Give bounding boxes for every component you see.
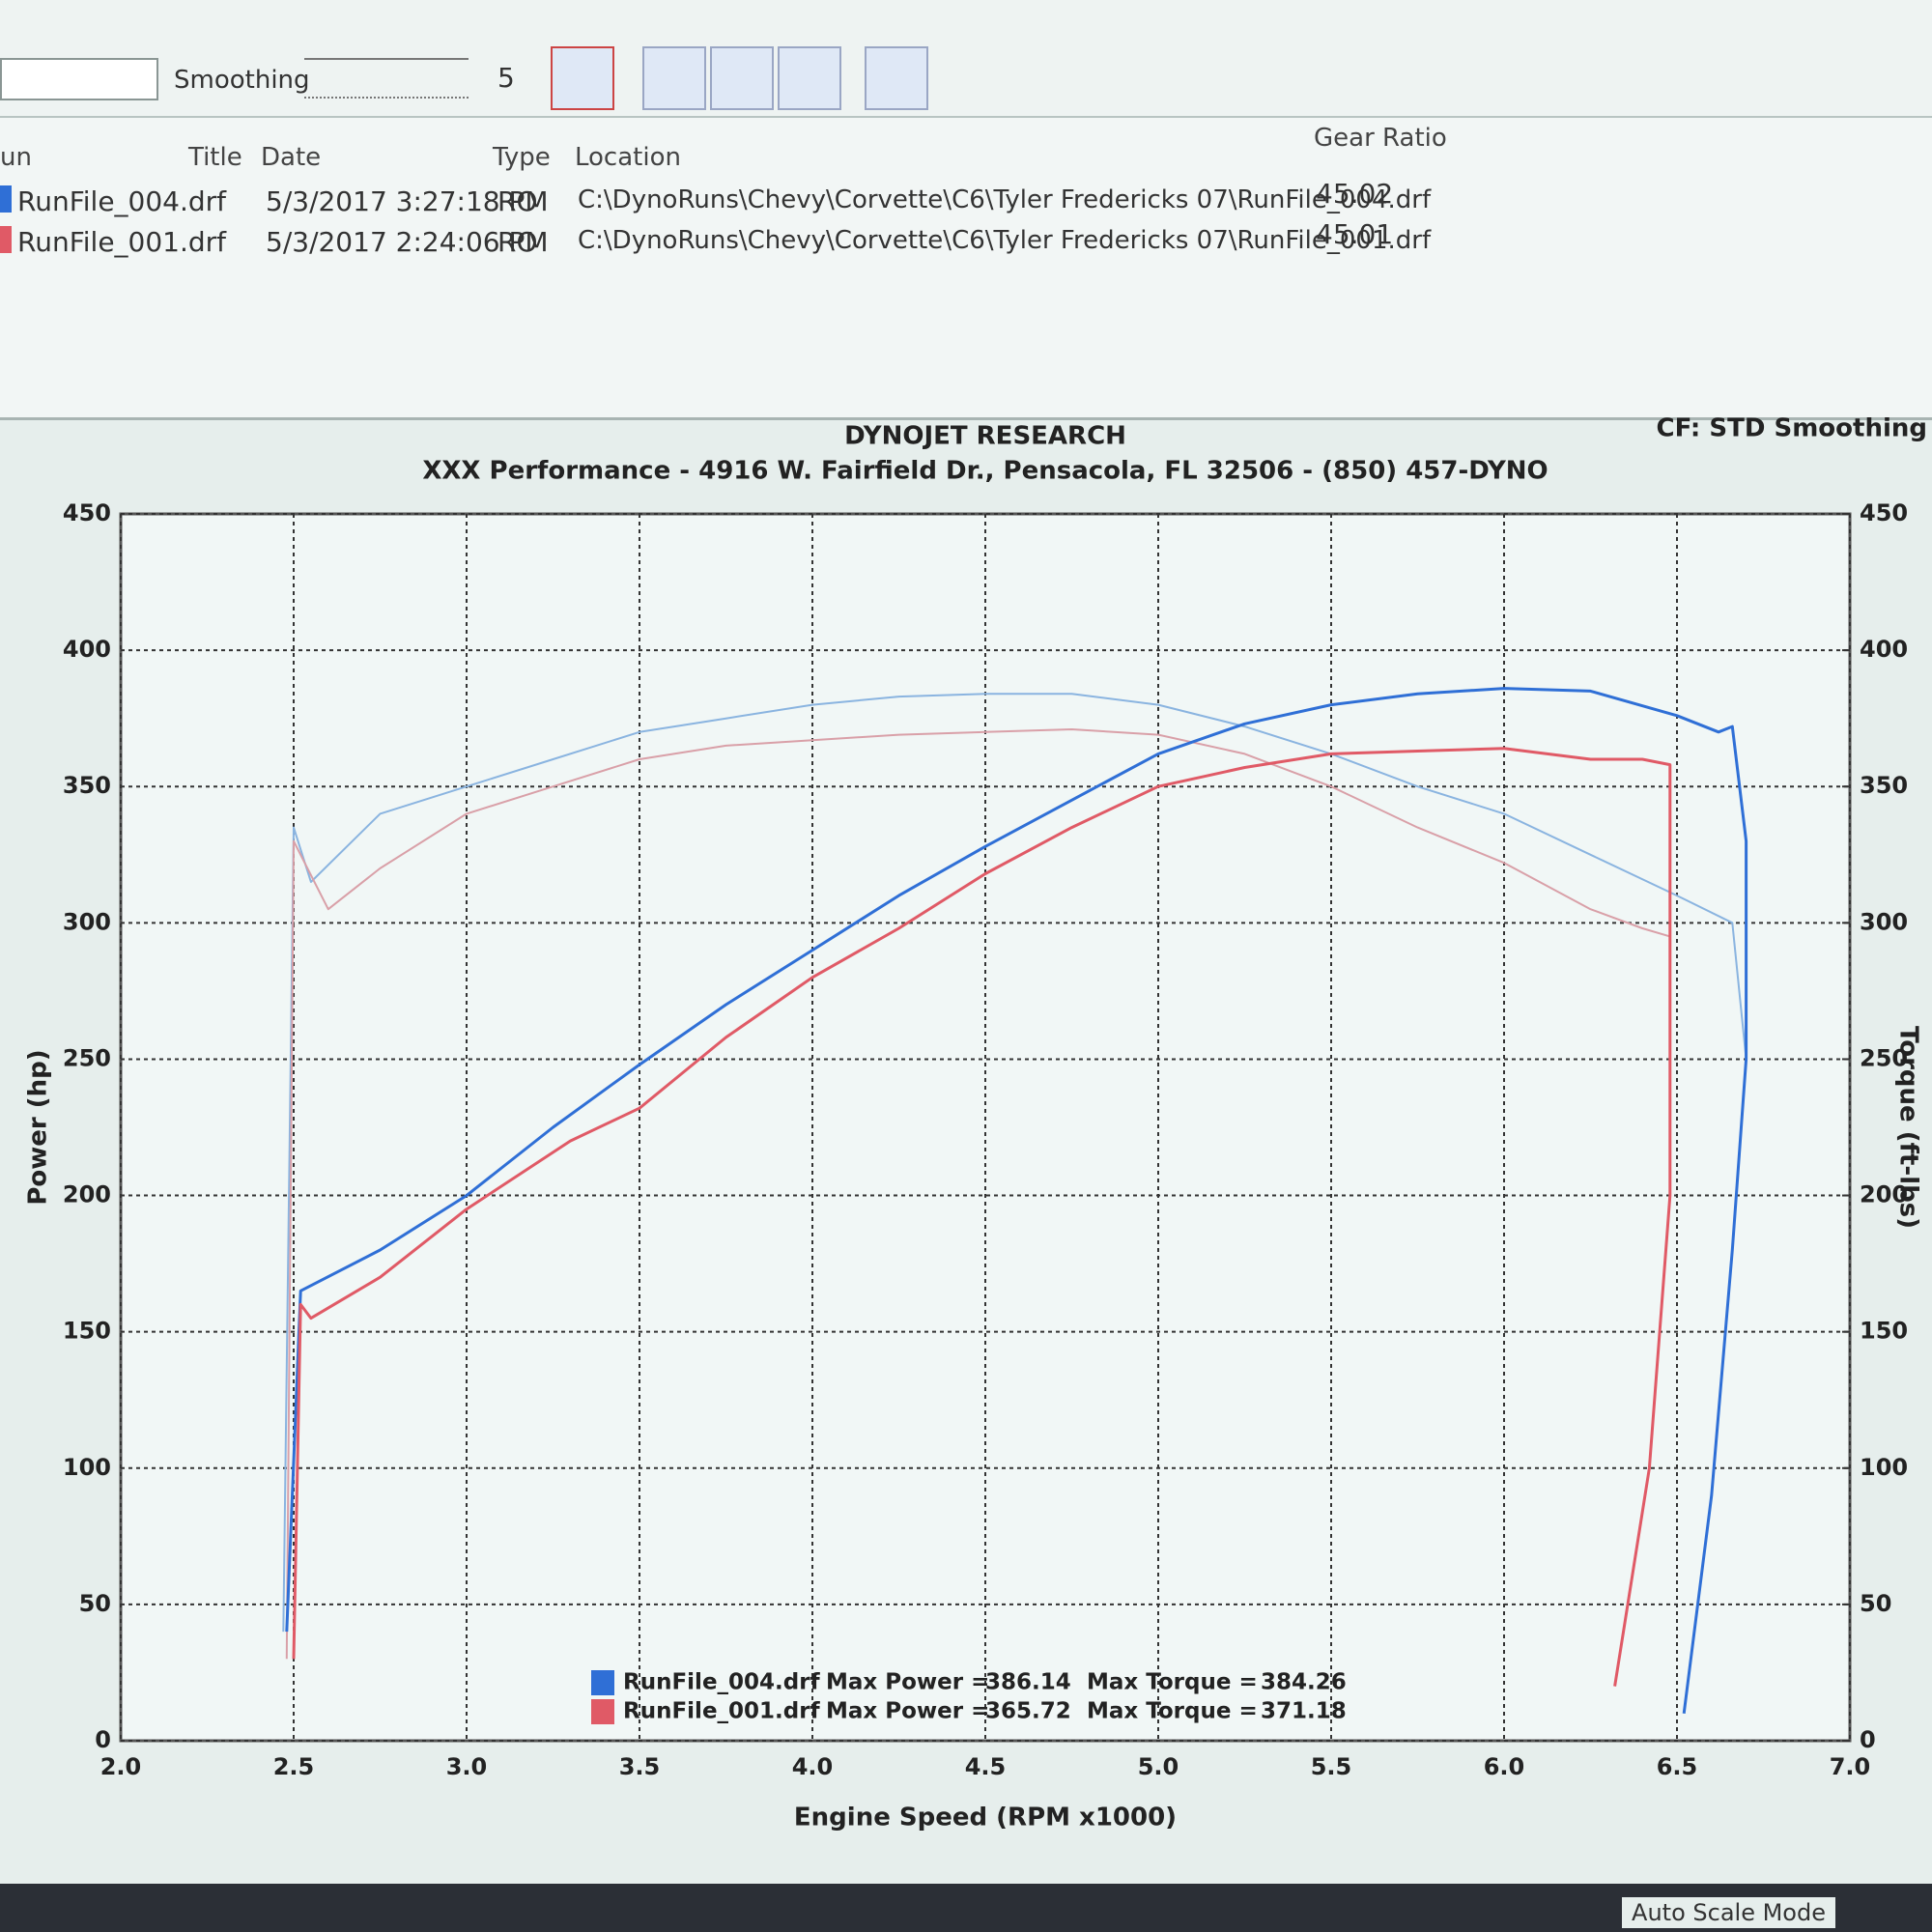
run-location: C:\DynoRuns\Chevy\Corvette\C6\Tyler Fred…: [578, 185, 1432, 214]
y2-tick-label: 100: [1860, 1454, 1908, 1481]
x-axis-label: Engine Speed (RPM x1000): [794, 1804, 1177, 1833]
run-gear-ratio: 45.02: [1316, 178, 1394, 210]
y2-tick-label: 0: [1860, 1726, 1876, 1753]
y-tick-label: 100: [63, 1454, 111, 1481]
run-type: RO: [497, 226, 538, 258]
chart: DYNOJET RESEARCH XXX Performance - 4916 W…: [24, 417, 1928, 1833]
zoom-button[interactable]: [642, 46, 706, 110]
y2-tick-label: 350: [1860, 772, 1908, 799]
select-button[interactable]: [778, 46, 841, 110]
x-tick-label: 4.5: [965, 1753, 1007, 1780]
run-date: 5/3/2017 3:27:18 PM: [266, 185, 549, 217]
legend-power-label: Max Power =: [826, 1670, 989, 1695]
column-header: Type: [493, 143, 551, 172]
x-tick-label: 5.0: [1138, 1753, 1179, 1780]
y-axis-label: Power (hp): [24, 1049, 53, 1205]
legend-power-label: Max Power =: [826, 1699, 989, 1724]
legend-max-torque: 371.18: [1261, 1699, 1347, 1724]
legend-max-power: 386.14: [985, 1670, 1071, 1695]
power-line: [292, 747, 1672, 1687]
x-tick-label: 4.0: [792, 1753, 834, 1780]
run-gear-ratio: 45.01: [1316, 218, 1394, 250]
y2-tick-label: 450: [1860, 499, 1908, 526]
x-tick-label: 3.5: [619, 1753, 661, 1780]
y-tick-label: 200: [63, 1181, 111, 1208]
chart-title: DYNOJET RESEARCH: [844, 422, 1126, 451]
taskbar: Auto Scale Mode: [0, 1884, 1932, 1932]
x-tick-label: 2.0: [100, 1753, 142, 1780]
pan-button[interactable]: [710, 46, 774, 110]
y-tick-label: 50: [79, 1590, 111, 1617]
torque-line: [285, 728, 1671, 1660]
run-name: RunFile_001.drf: [17, 226, 227, 258]
run-color: [0, 226, 12, 253]
y2-tick-label: 200: [1860, 1181, 1908, 1208]
column-header: un: [0, 143, 32, 172]
x-tick-label: 6.5: [1657, 1753, 1698, 1780]
run-name: RunFile_004.drf: [17, 185, 227, 217]
x-tick-label: 7.0: [1830, 1753, 1871, 1780]
y2-tick-label: 250: [1860, 1044, 1908, 1071]
run-table: un Title Date Type Location Gear Ratio RunFile…: [0, 118, 1932, 420]
smoothing-value: 5: [497, 62, 515, 94]
status-mode: Auto Scale Mode: [1622, 1897, 1835, 1928]
cursor-button[interactable]: [865, 46, 928, 110]
x-tick-label: 6.0: [1484, 1753, 1525, 1780]
y-tick-label: 400: [63, 636, 111, 663]
run-location: C:\DynoRuns\Chevy\Corvette\C6\Tyler Fred…: [578, 226, 1432, 255]
y-tick-label: 250: [63, 1044, 111, 1071]
column-header: Date: [261, 143, 322, 172]
legend-max-torque: 384.26: [1261, 1670, 1347, 1695]
corner-note: CF: STD Smoothing: [1657, 417, 1927, 443]
run-date: 5/3/2017 2:24:06 PM: [266, 226, 549, 258]
y2-tick-label: 150: [1860, 1318, 1908, 1345]
smoothing-slider[interactable]: [304, 58, 469, 99]
y2-tick-label: 300: [1860, 908, 1908, 935]
column-header: Gear Ratio: [1314, 124, 1447, 153]
y2-tick-label: 400: [1860, 636, 1908, 663]
toolbar: Smoothing 5: [0, 0, 1932, 118]
x-tick-label: 3.0: [446, 1753, 488, 1780]
legend-max-power: 365.72: [985, 1699, 1071, 1724]
y2-tick-label: 50: [1860, 1590, 1891, 1617]
column-header: Title: [188, 143, 242, 172]
column-header: Location: [575, 143, 681, 172]
y2-axis-label: Torque (ft-lbs): [1894, 1026, 1923, 1229]
smoothing-label: Smoothing: [174, 66, 310, 95]
y-tick-label: 300: [63, 908, 111, 935]
x-tick-label: 5.5: [1311, 1753, 1352, 1780]
y-tick-label: 450: [63, 499, 111, 526]
legend-swatch: [591, 1670, 614, 1695]
y-tick-label: 350: [63, 772, 111, 799]
run-type: RO: [497, 185, 538, 217]
y-tick-label: 0: [95, 1726, 111, 1753]
chart-subtitle: XXX Performance - 4916 W. Fairfield Dr.,…: [422, 457, 1548, 486]
run-color: [0, 185, 12, 213]
legend-file: RunFile_004.drf: [623, 1670, 821, 1695]
torque-line: [282, 693, 1747, 1633]
power-line: [285, 687, 1748, 1714]
delete-button[interactable]: [551, 46, 614, 110]
legend-swatch: [591, 1699, 614, 1724]
legend-torque-label: Max Torque =: [1087, 1699, 1258, 1724]
dropdown[interactable]: [0, 58, 158, 100]
legend-file: RunFile_001.drf: [623, 1699, 821, 1724]
legend-torque-label: Max Torque =: [1087, 1670, 1258, 1695]
y-tick-label: 150: [63, 1318, 111, 1345]
x-tick-label: 2.5: [273, 1753, 315, 1780]
